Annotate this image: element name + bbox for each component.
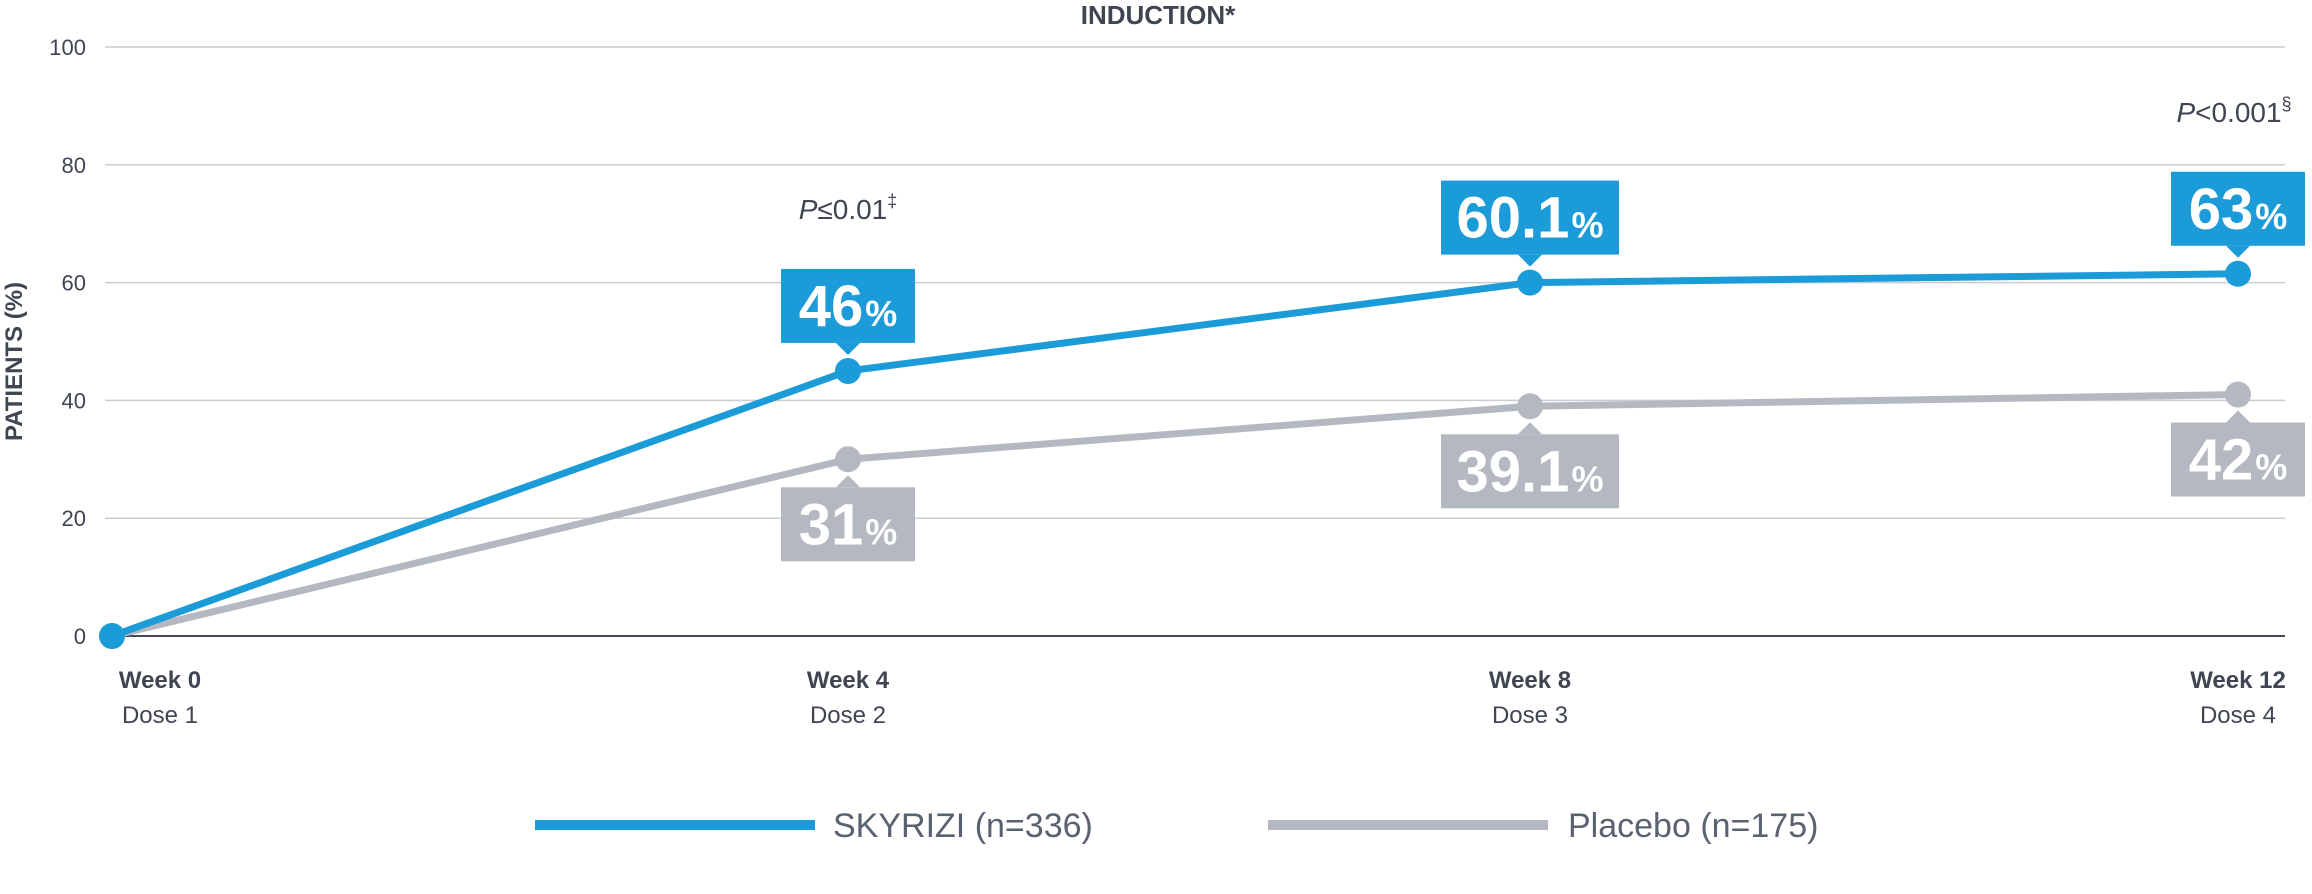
data-point [835,446,861,473]
data-label: 63% [2171,171,2305,258]
data-label-pointer [2226,245,2250,258]
data-point [835,357,861,384]
x-tick-sublabel: Dose 1 [122,702,198,729]
y-tick-40: 40 [62,388,86,413]
data-labels: 46% 60.1% 63% 31% 39.1% 42% [781,171,2305,562]
y-tick-80: 80 [62,153,86,178]
data-label: 60.1% [1441,180,1619,267]
data-point [1517,393,1543,420]
data-point [2225,381,2251,408]
chart-title: INDUCTION* [1081,0,1236,30]
data-label-box [1441,434,1619,509]
data-label-box [781,487,915,562]
data-label-pointer [1518,422,1542,435]
data-label-text: 31% [799,492,898,557]
x-axis-ticks: Week 0 Dose 1 Week 4 Dose 2 Week 8 Dose 3 Week… [119,667,2286,729]
data-point [2225,260,2251,287]
series-line [108,270,2242,640]
x-tick-label: Week 8 [1489,667,1571,694]
data-label-box [1441,180,1619,255]
data-point [99,623,125,649]
legend-label: SKYRIZI (n=336) [833,807,1093,845]
data-label-pointer [1518,254,1542,267]
x-tick-label: Week 0 [119,667,201,694]
series-lines [99,260,2251,649]
legend: SKYRIZI (n=336) Placebo (n=175) [535,807,1818,845]
y-axis-ticks: 0 20 40 60 80 100 [49,35,86,649]
gridlines [105,46,2285,637]
y-axis-label: PATIENTS (%) [1,282,28,441]
data-label: 31% [781,475,915,562]
data-label-text: 60.1% [1457,186,1604,251]
p-value-annotation: P≤0.01‡ [799,191,898,225]
data-label-text: 46% [799,274,898,339]
data-label-box [2171,422,2305,497]
data-label-pointer [836,342,860,355]
data-label: 39.1% [1441,422,1619,509]
x-tick-sublabel: Dose 2 [810,702,886,729]
legend-item: SKYRIZI (n=336) [535,807,1093,845]
series-line [108,391,2242,640]
y-tick-60: 60 [62,271,86,296]
x-tick-label: Week 4 [807,667,890,694]
y-tick-0: 0 [74,624,86,649]
x-tick-sublabel: Dose 4 [2200,702,2276,729]
data-label-pointer [836,475,860,488]
legend-item: Placebo (n=175) [1268,807,1818,845]
legend-label: Placebo (n=175) [1568,807,1818,845]
data-label-text: 39.1% [1457,439,1604,504]
data-label: 46% [781,268,915,355]
data-label-pointer [2226,410,2250,423]
x-tick-sublabel: Dose 3 [1492,702,1568,729]
data-label-box [2171,171,2305,246]
data-label: 42% [2171,410,2305,497]
x-tick-label: Week 12 [2190,667,2286,694]
data-label-text: 42% [2189,428,2288,493]
y-tick-100: 100 [49,35,86,60]
data-label-box [781,268,915,343]
data-point [1517,269,1543,296]
data-label-text: 63% [2189,177,2288,242]
p-value-annotations: P≤0.01‡ P<0.001§ [799,94,2292,225]
p-value-annotation: P<0.001§ [2176,94,2291,128]
y-tick-20: 20 [62,506,86,531]
